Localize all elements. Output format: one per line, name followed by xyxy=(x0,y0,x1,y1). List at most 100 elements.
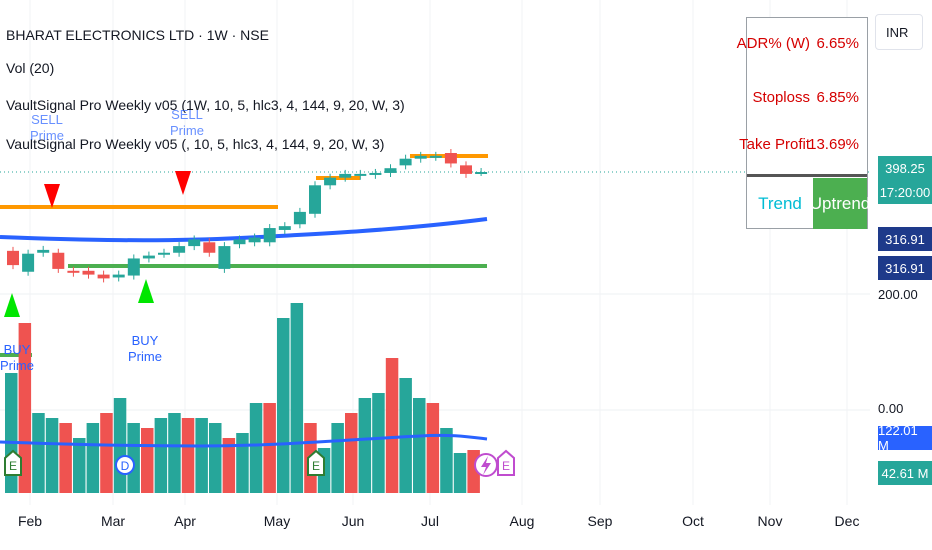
volume-bar xyxy=(32,413,45,493)
time-label-feb: Feb xyxy=(17,513,43,529)
candle-body xyxy=(460,165,472,174)
time-label-aug: Aug xyxy=(509,513,535,529)
event-badge-1: D xyxy=(115,455,135,475)
candle-body xyxy=(339,173,352,178)
earnings-badge-icon xyxy=(307,449,325,476)
volume-bar xyxy=(168,413,181,493)
adr-value: 6.65% xyxy=(816,35,859,52)
candle-body xyxy=(203,242,216,253)
time-label-jul: Jul xyxy=(421,513,439,529)
event-badge-3: E xyxy=(497,449,515,476)
time-label-jun: Jun xyxy=(341,513,365,529)
ma-price-label-2: 316.91 xyxy=(878,256,932,280)
candle-body xyxy=(309,185,321,214)
volume-bar xyxy=(385,358,399,493)
candle-body xyxy=(218,246,231,269)
sell-prime-label-left: SELL Prime xyxy=(30,112,64,143)
candle-body xyxy=(173,246,186,253)
candle-body xyxy=(399,158,412,166)
price-tick-0: 0.00 xyxy=(878,401,904,416)
volume-bar xyxy=(100,413,113,493)
sell-signal-marker-apr xyxy=(175,171,191,195)
volume-bar xyxy=(18,323,32,493)
volume-bar xyxy=(277,318,290,493)
candle-body xyxy=(67,270,80,273)
volume-bar xyxy=(127,423,140,493)
time-label-may: May xyxy=(263,513,291,529)
time-label-dec: Dec xyxy=(834,513,860,529)
candle-body xyxy=(278,226,291,230)
volume-bar xyxy=(236,433,249,493)
candle-body xyxy=(188,239,201,247)
volume-bar xyxy=(73,438,86,493)
time-label-nov: Nov xyxy=(757,513,783,529)
event-badge-0: E xyxy=(4,449,22,476)
buy-prime-label-mar: BUY Prime xyxy=(128,333,162,364)
candle-body xyxy=(384,168,397,173)
volume-bar xyxy=(426,403,440,493)
indicator-label-2[interactable]: VaultSignal Pro Weekly v05 (, 10, 5, hlc… xyxy=(6,136,385,152)
volume-bar xyxy=(141,428,154,493)
candle-body xyxy=(414,155,427,159)
volume-bar xyxy=(372,393,385,493)
candle-body xyxy=(324,177,337,186)
volume-bar xyxy=(440,428,453,493)
buy-signal-marker-mar xyxy=(138,279,154,303)
volume-bar xyxy=(345,413,358,493)
candle-body xyxy=(263,228,276,243)
earnings-badge-icon xyxy=(4,449,22,476)
time-label-apr: Apr xyxy=(174,513,196,529)
last-price-label: 398.25 xyxy=(878,156,932,180)
volume-bar xyxy=(358,398,372,493)
volume-bar xyxy=(59,423,72,493)
candle-body xyxy=(22,253,35,272)
volume-bar xyxy=(181,418,195,493)
badge-letter: D xyxy=(121,459,130,473)
candle-body xyxy=(248,237,261,243)
volume-bar xyxy=(209,423,222,493)
volume-bar xyxy=(154,418,168,493)
volume-bar xyxy=(45,418,59,493)
candle-body xyxy=(82,270,95,275)
volume-bar xyxy=(249,403,263,493)
badge-letter: E xyxy=(312,459,320,473)
candle-body xyxy=(429,155,442,158)
table-divider xyxy=(747,174,867,177)
symbol-title[interactable]: BHARAT ELECTRONICS LTD · 1W · NSE xyxy=(6,27,269,43)
volume-ma-line xyxy=(0,433,488,448)
volume-bar xyxy=(290,303,304,493)
volume-bar xyxy=(195,418,208,493)
candle-body xyxy=(127,258,140,276)
buy-prime-label-left: BUY Prime xyxy=(0,342,34,373)
signal-info-table: ADR% (W) 6.65% Stoploss 6.85% Take Profi… xyxy=(737,17,870,229)
badge-letter: E xyxy=(9,459,17,473)
buy-signal-marker xyxy=(4,293,20,317)
indicator-label-1[interactable]: VaultSignal Pro Weekly v05 (1W, 10, 5, h… xyxy=(6,97,405,113)
candle-body xyxy=(475,172,488,174)
candle-body xyxy=(369,172,382,175)
volume-indicator-label[interactable]: Vol (20) xyxy=(6,60,55,76)
candle-body xyxy=(444,153,457,164)
stoploss-label: Stoploss xyxy=(752,89,810,106)
volume-bar xyxy=(263,403,276,493)
candle-body xyxy=(112,274,125,278)
volume-bar xyxy=(331,423,344,493)
takeprofit-value: 13.69% xyxy=(808,136,859,153)
stoploss-value: 6.85% xyxy=(816,89,859,106)
volume-bar xyxy=(222,438,236,493)
volume-bar xyxy=(86,423,100,493)
bar-countdown: 17:20:00 xyxy=(878,180,932,204)
adr-label: ADR% (W) xyxy=(736,35,810,52)
takeprofit-label: Take Profit xyxy=(739,136,810,153)
time-label-sep: Sep xyxy=(587,513,613,529)
ma-price-label-1: 316.91 xyxy=(878,227,932,251)
volume-bar xyxy=(453,453,467,493)
candle-body xyxy=(97,274,110,279)
moving-average-line xyxy=(0,217,488,243)
candle-body xyxy=(354,173,367,176)
currency-button[interactable]: INR xyxy=(875,14,923,50)
lightning-bolt xyxy=(481,456,491,475)
volume-ma-label: 122.01 M xyxy=(878,423,932,453)
